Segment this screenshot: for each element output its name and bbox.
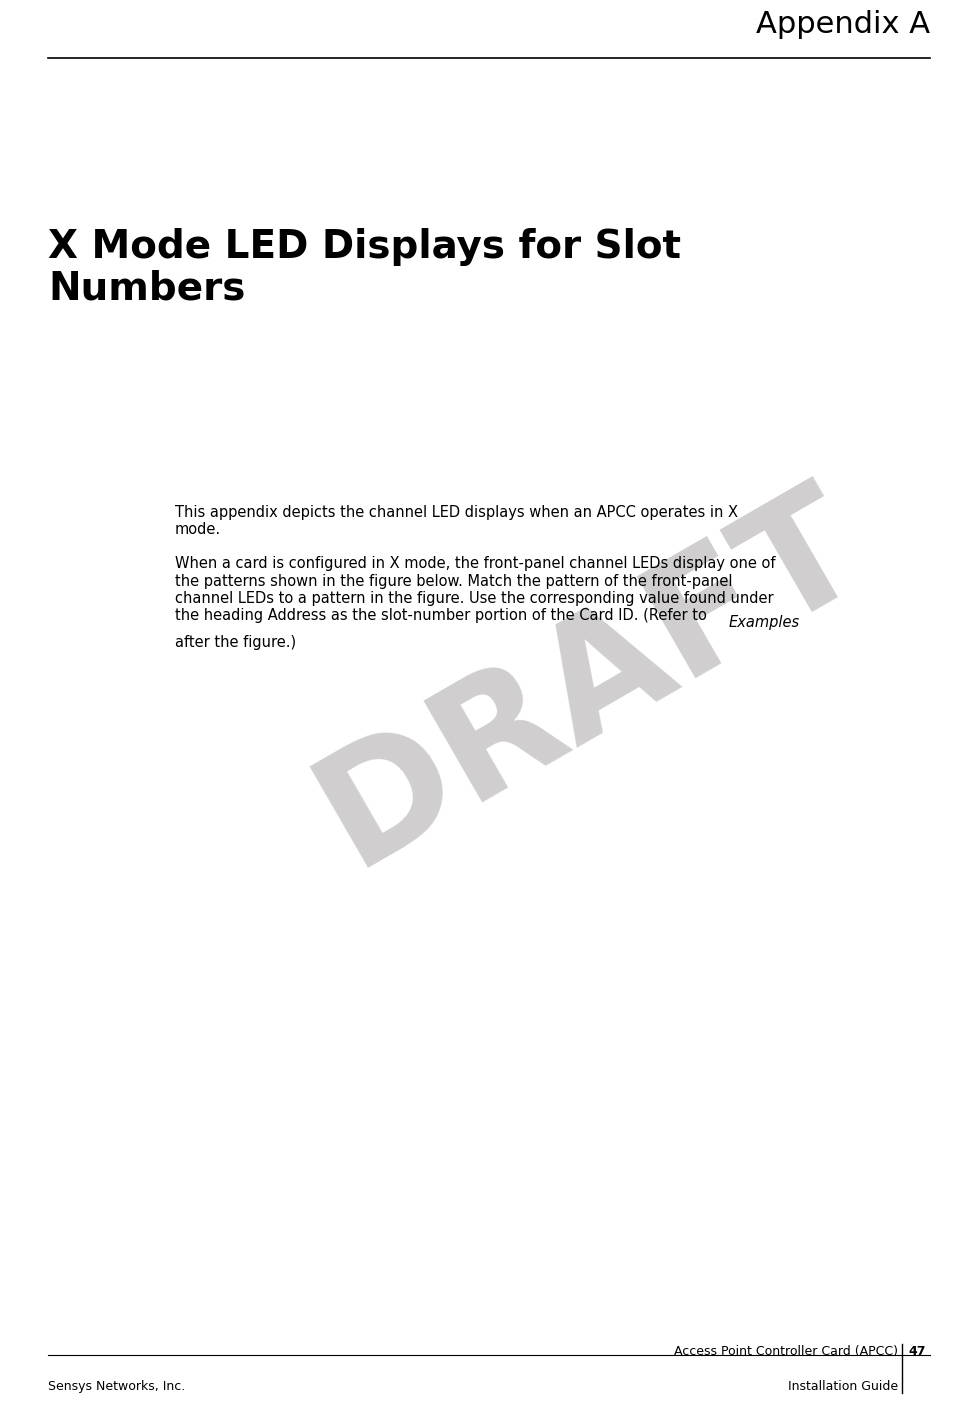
Text: Appendix A: Appendix A: [756, 10, 930, 40]
Text: 47: 47: [908, 1345, 925, 1358]
Text: X Mode LED Displays for Slot
Numbers: X Mode LED Displays for Slot Numbers: [48, 227, 681, 307]
Text: When a card is configured in X mode, the front-panel channel LEDs display one of: When a card is configured in X mode, the…: [175, 557, 776, 623]
Text: after the figure.): after the figure.): [175, 634, 296, 650]
Text: This appendix depicts the channel LED displays when an APCC operates in X
mode.: This appendix depicts the channel LED di…: [175, 504, 738, 537]
Text: Installation Guide: Installation Guide: [787, 1381, 898, 1393]
Text: DRAFT: DRAFT: [292, 463, 887, 896]
Text: Access Point Controller Card (APCC): Access Point Controller Card (APCC): [674, 1345, 898, 1358]
Text: Sensys Networks, Inc.: Sensys Networks, Inc.: [48, 1381, 186, 1393]
Text: Examples: Examples: [729, 615, 800, 630]
